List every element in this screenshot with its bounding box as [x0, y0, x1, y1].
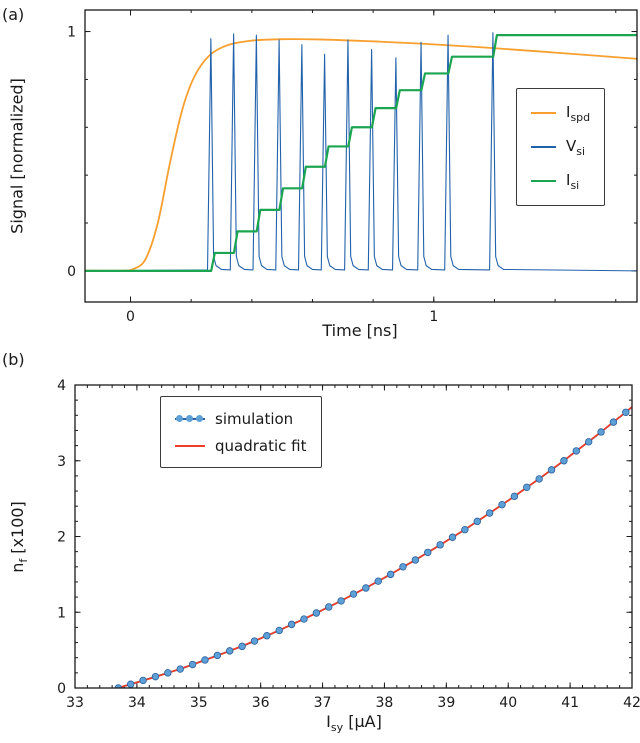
svg-text:39: 39: [437, 695, 455, 711]
svg-text:0: 0: [67, 264, 76, 280]
legend-label-vsi: Vsi: [566, 136, 586, 158]
simulation-marker-swatch: [175, 415, 205, 422]
panel-a-plot: 0 1 0 1: [67, 9, 638, 325]
ispd-line-swatch: [531, 112, 556, 114]
isi-line-swatch: [531, 180, 556, 182]
svg-text:1: 1: [429, 309, 438, 325]
legend-entry-vsi: Vsi: [531, 130, 590, 164]
legend-entry-simulation: simulation: [175, 405, 307, 432]
panel-a-xlabel: Time [ns]: [322, 321, 398, 340]
svg-text:1: 1: [57, 605, 66, 621]
svg-text:41: 41: [561, 695, 579, 711]
legend-label-simulation: simulation: [215, 409, 294, 428]
svg-text:1: 1: [67, 25, 76, 41]
svg-text:35: 35: [190, 695, 208, 711]
svg-text:40: 40: [499, 695, 517, 711]
svg-text:36: 36: [252, 695, 270, 711]
simulation-dot-icon: [176, 415, 183, 422]
svg-text:2: 2: [57, 530, 66, 546]
panel-b-xlabel: Isy [µA]: [326, 712, 382, 735]
legend-label-quadratic-fit: quadratic fit: [215, 436, 307, 455]
svg-text:33: 33: [66, 695, 84, 711]
legend-entry-isi: Isi: [531, 164, 590, 198]
legend-entry-quadratic-fit: quadratic fit: [175, 432, 307, 459]
panel-a-legend: Ispd Vsi Isi: [516, 88, 606, 206]
svg-text:3: 3: [57, 454, 66, 470]
svg-text:37: 37: [314, 695, 332, 711]
panel-b-label: (b): [2, 350, 25, 369]
simulation-dot-icon: [186, 415, 193, 422]
panel-a-ylabel: Signal [normalized]: [7, 78, 27, 234]
simulation-dot-icon: [196, 415, 203, 422]
svg-text:0: 0: [126, 309, 135, 325]
svg-text:34: 34: [128, 695, 146, 711]
svg-text:0: 0: [57, 681, 66, 697]
legend-entry-ispd: Ispd: [531, 96, 590, 130]
quadratic-fit-line-swatch: [175, 444, 205, 447]
panel-b-legend: simulation quadratic fit: [160, 396, 322, 468]
panel-a-label: (a): [2, 5, 25, 24]
svg-text:38: 38: [376, 695, 394, 711]
legend-label-isi: Isi: [566, 170, 580, 192]
panel-b-ylabel: nf [x100]: [7, 501, 31, 573]
legend-label-ispd: Ispd: [566, 102, 591, 124]
svg-text:42: 42: [623, 695, 640, 711]
vsi-line-swatch: [531, 146, 556, 148]
svg-text:4: 4: [57, 378, 66, 394]
